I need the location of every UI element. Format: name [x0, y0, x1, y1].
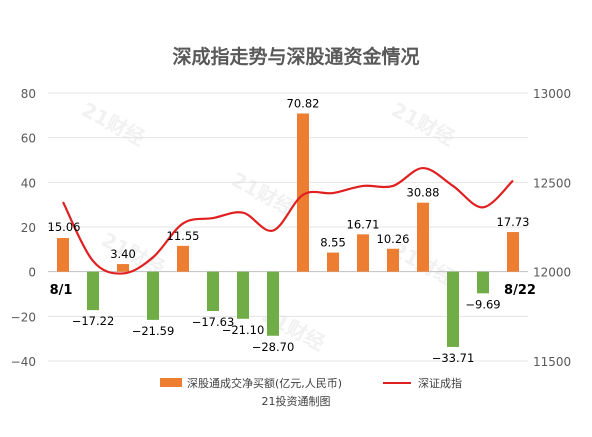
right-tick-label: 13000	[533, 87, 571, 101]
bar-data-label: 8.55	[320, 236, 346, 250]
right-tick-label: 12500	[533, 176, 571, 190]
bar-data-label: −17.22	[72, 314, 115, 328]
bar-data-label: 10.26	[377, 232, 410, 246]
legend-bar-label: 深股通成交净买额(亿元,人民币)	[187, 376, 342, 390]
date-label-last: 8/22	[504, 283, 536, 298]
bar	[327, 252, 339, 272]
left-tick-label: 0	[28, 266, 36, 280]
chart-title: 深成指走势与深股通资金情况	[172, 45, 419, 68]
bar-data-labels: 15.06 −17.22 3.40 −21.59 11.55 −17.63−21.10 −2…	[48, 97, 530, 365]
bar	[357, 234, 369, 272]
left-tick-label: 60	[21, 132, 36, 146]
left-tick-label: 80	[21, 87, 36, 101]
bar-series	[57, 113, 519, 347]
watermark-text: 21财经	[388, 97, 459, 150]
bar-data-label: 16.71	[347, 217, 380, 231]
bar-data-label: −21.59	[132, 324, 175, 338]
right-tick-label: 11500	[533, 355, 571, 369]
legend: 深股通成交净买额(亿元,人民币) 深证成指	[160, 376, 462, 390]
bar-data-label: −17.63	[192, 315, 235, 329]
bar-data-label: 30.88	[407, 186, 440, 200]
bar	[447, 271, 459, 347]
bar-data-label: 70.82	[287, 97, 320, 111]
watermark-text: 21财经	[78, 97, 149, 150]
left-tick-label: −20	[11, 310, 36, 324]
bar	[507, 232, 519, 272]
bar	[147, 271, 159, 320]
bar	[237, 271, 249, 319]
bar	[417, 202, 429, 272]
bar-data-label: 17.73	[497, 215, 530, 229]
bar	[117, 264, 129, 272]
right-axis-ticks: 11500 12000 12500 13000	[533, 87, 571, 369]
left-tick-label: 40	[21, 176, 36, 190]
bar	[177, 245, 189, 272]
bar	[297, 113, 309, 272]
bar-data-label: 3.40	[110, 247, 136, 261]
bar-data-label: 11.55	[167, 229, 200, 243]
bar-data-label: −33.71	[432, 351, 475, 365]
legend-line-label: 深证成指	[418, 376, 462, 390]
source-label: 21投资通制图	[262, 394, 331, 408]
date-label-first: 8/1	[50, 283, 73, 298]
bar	[267, 271, 279, 336]
bar	[57, 238, 69, 272]
line-series	[62, 166, 514, 275]
bar-data-label: −9.69	[465, 297, 500, 311]
bar-data-label: 15.06	[48, 220, 81, 234]
bar	[87, 271, 99, 311]
bar	[387, 248, 399, 272]
left-tick-label: −40	[11, 355, 36, 369]
bar-data-label: −21.10	[222, 323, 265, 337]
bar	[207, 271, 219, 312]
bar	[477, 271, 489, 294]
legend-bar-swatch	[160, 378, 182, 387]
left-axis-ticks: −40 −20 0 20 40 60 80	[11, 87, 36, 369]
index-line	[62, 166, 514, 275]
left-tick-label: 20	[21, 221, 36, 235]
bar-data-label: −28.70	[252, 340, 295, 354]
right-tick-label: 12000	[533, 266, 571, 280]
